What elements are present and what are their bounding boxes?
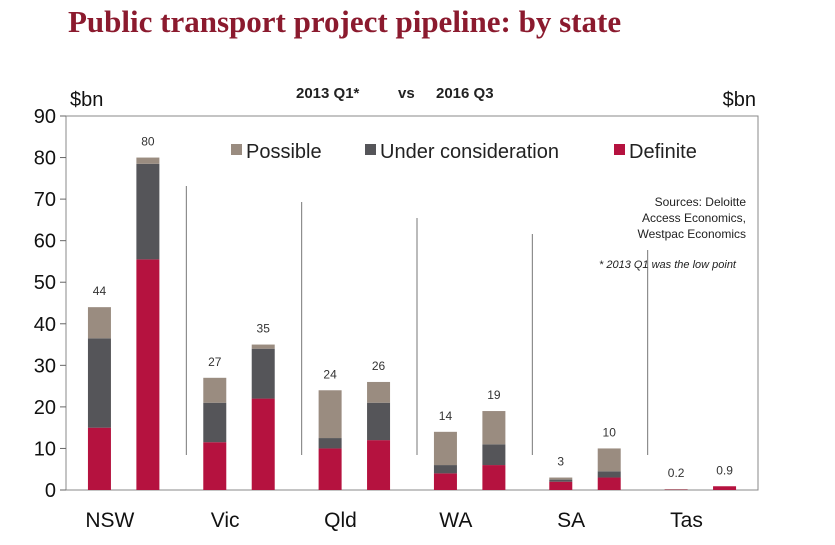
category-label-sa: SA	[557, 509, 585, 532]
bar-segment-wa-2016q3-under-consideration	[482, 444, 506, 466]
bar-segment-qld-2013q1-definite	[318, 448, 342, 490]
sources-line-2: Access Economics,	[642, 211, 746, 225]
y-tick-label: 10	[34, 438, 56, 460]
bar-segment-sa-2013q1-possible	[549, 477, 573, 480]
bar-segment-vic-2016q3-definite	[251, 398, 275, 490]
data-label-total: 26	[372, 359, 386, 373]
bar-segment-qld-2013q1-possible	[318, 390, 342, 439]
data-label-total: 0.9	[716, 463, 733, 477]
page-title: Public transport project pipeline: by st…	[68, 4, 622, 39]
bar-segment-vic-2013q1-under-consideration	[203, 402, 227, 443]
bar-segment-sa-2016q3-under-consideration	[597, 471, 621, 478]
data-label-total: 44	[93, 284, 107, 298]
data-label-total: 19	[487, 388, 501, 402]
subtitle-period-1: 2013 Q1*	[296, 85, 360, 102]
bar-segment-sa-2016q3-definite	[597, 477, 621, 490]
bar-segment-vic-2016q3-possible	[251, 344, 275, 349]
data-label-total: 0.2	[668, 466, 685, 480]
bar-segment-nsw-2016q3-definite	[136, 259, 160, 490]
y-tick-label: 50	[34, 272, 56, 294]
data-label-total: 10	[603, 425, 617, 439]
bar-segment-wa-2016q3-definite	[482, 465, 506, 490]
bar-segment-nsw-2016q3-under-consideration	[136, 163, 160, 260]
y-tick-label: 30	[34, 355, 56, 377]
legend-label-under-consideration: Under consideration	[380, 141, 559, 163]
legend-swatch-definite	[614, 144, 625, 155]
bar-segment-wa-2016q3-possible	[482, 411, 506, 445]
category-label-qld: Qld	[324, 509, 357, 532]
data-label-total: 24	[323, 367, 337, 381]
y-tick-label: 70	[34, 189, 56, 211]
sources-line-3: Westpac Economics	[638, 227, 747, 241]
bar-segment-sa-2013q1-under-consideration	[549, 479, 573, 482]
data-label-total: 27	[208, 355, 222, 369]
category-label-wa: WA	[439, 509, 472, 532]
y-tick-label: 40	[34, 314, 56, 336]
y-tick-label: 0	[45, 480, 56, 502]
bar-segment-wa-2013q1-possible	[433, 431, 457, 466]
bar-segment-qld-2016q3-under-consideration	[367, 402, 391, 441]
bar-segment-nsw-2016q3-possible	[136, 157, 160, 164]
y-tick-label: 80	[34, 148, 56, 170]
tick-layer: 0 10 20 30 40 50 60 70 80 90	[34, 106, 759, 502]
bar-segment-qld-2016q3-definite	[367, 440, 391, 490]
bar-segment-nsw-2013q1-definite	[87, 427, 111, 490]
bar-segment-qld-2016q3-possible	[367, 381, 391, 403]
sources-annotation: Sources: Deloitte Access Economics, West…	[638, 195, 747, 241]
bar-segment-nsw-2013q1-possible	[87, 307, 111, 339]
bar-segment-vic-2013q1-definite	[203, 442, 227, 490]
data-label-total: 80	[141, 135, 155, 149]
y-axis-unit-left: $bn	[70, 89, 103, 111]
y-tick-label: 90	[34, 106, 56, 128]
footnote-annotation: * 2013 Q1 was the low point	[599, 259, 737, 271]
y-axis-unit-right: $bn	[723, 89, 756, 111]
data-label-total: 35	[257, 322, 271, 336]
labels-layer: NSW 44 80 Vic 27 35 Qld 24 26 WA 14 19 SA 3 10 Tas 0.2 0.…	[85, 135, 733, 532]
bar-segment-qld-2013q1-under-consideration	[318, 438, 342, 449]
data-label-total: 14	[439, 409, 453, 423]
bar-segment-wa-2013q1-definite	[433, 473, 457, 490]
bar-segment-vic-2013q1-possible	[203, 377, 227, 403]
category-label-nsw: NSW	[85, 509, 134, 532]
bar-segment-vic-2016q3-under-consideration	[251, 348, 275, 399]
category-label-vic: Vic	[211, 509, 240, 532]
sources-line-1: Sources: Deloitte	[655, 195, 747, 209]
data-label-total: 3	[557, 455, 564, 469]
y-tick-label: 20	[34, 397, 56, 419]
bars-layer	[87, 157, 737, 490]
category-label-tas: Tas	[670, 509, 703, 532]
legend: Possible Under consideration Definite	[231, 141, 697, 163]
legend-swatch-possible	[231, 144, 242, 155]
bar-segment-tas-2016q3-definite	[713, 486, 737, 490]
subtitle-period-2: 2016 Q3	[436, 85, 494, 102]
subtitle-vs: vs	[398, 85, 415, 102]
legend-swatch-under-consideration	[365, 144, 376, 155]
legend-label-possible: Possible	[246, 141, 322, 163]
bar-segment-wa-2013q1-under-consideration	[433, 465, 457, 474]
y-tick-label: 60	[34, 231, 56, 253]
legend-label-definite: Definite	[629, 141, 697, 163]
bar-segment-nsw-2013q1-under-consideration	[87, 338, 111, 428]
bar-segment-sa-2016q3-possible	[597, 448, 621, 472]
plot-frame	[65, 115, 759, 491]
bar-segment-sa-2013q1-definite	[549, 481, 573, 490]
